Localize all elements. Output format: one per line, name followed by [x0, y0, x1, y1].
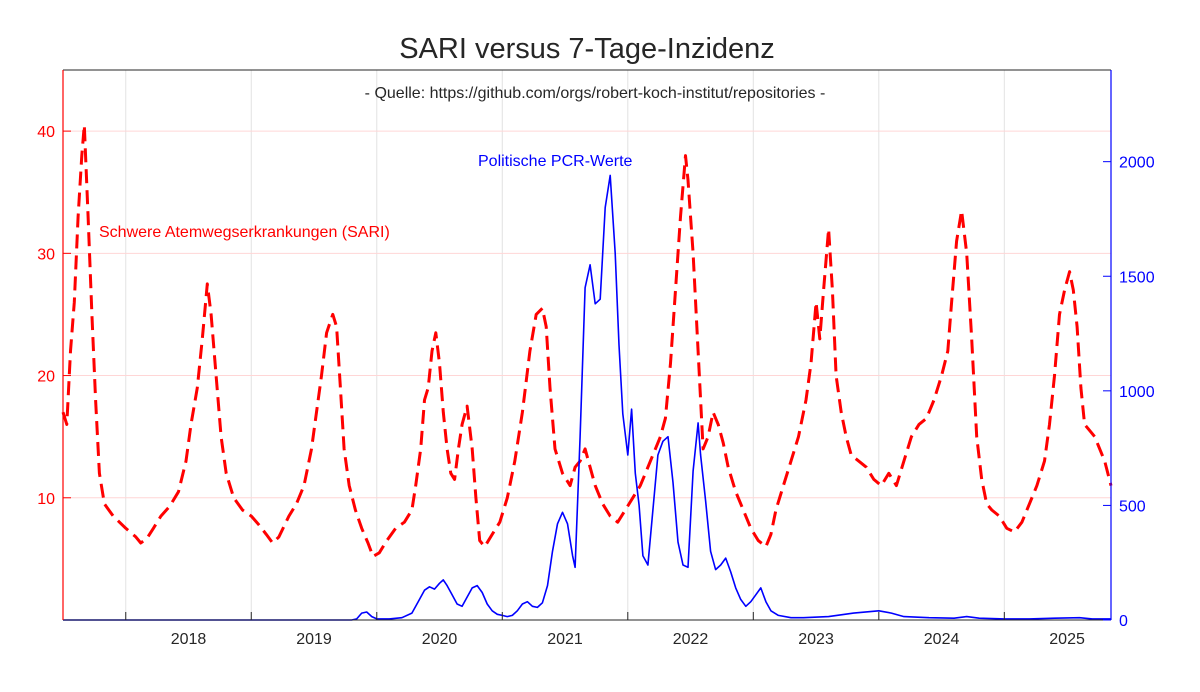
pcr-series-line: [63, 174, 1111, 621]
y-right-tick-label: 1000: [1119, 384, 1155, 401]
y-left-tick-label: 40: [37, 124, 55, 141]
chart-title: SARI versus 7-Tage-Inzidenz: [399, 33, 775, 65]
y-right-tick-label: 2000: [1119, 155, 1155, 172]
y-right-tick-label: 500: [1119, 498, 1146, 515]
x-tick-label: 2025: [1049, 631, 1085, 648]
sari-annotation: Schwere Atemwegserkrankungen (SARI): [99, 224, 390, 241]
series-layer: [61, 123, 1113, 621]
y-left-tick-label: 10: [37, 491, 55, 508]
y-left-tick-label: 20: [37, 369, 55, 386]
x-tick-label: 2023: [798, 631, 834, 648]
x-tick-label: 2024: [924, 631, 960, 648]
x-tick-label: 2022: [673, 631, 709, 648]
y-right-tick-label: 1500: [1119, 269, 1155, 286]
y-left-tick-label: 30: [37, 246, 55, 263]
y-right-tick-label: 0: [1119, 613, 1128, 630]
grid-layer: [63, 70, 1111, 620]
pcr-annotation: Politische PCR-Werte: [478, 153, 633, 170]
x-tick-label: 2018: [171, 631, 207, 648]
chart-subtitle: - Quelle: https://github.com/orgs/robert…: [365, 85, 826, 102]
plot-background: [63, 70, 1111, 620]
axes-layer: 2018 2019 2020 2021 2022 2023 2024 2025 10 20 30 40…: [37, 69, 1155, 648]
x-tick-label: 2020: [422, 631, 458, 648]
x-tick-label: 2019: [296, 631, 332, 648]
x-tick-label: 2021: [547, 631, 583, 648]
